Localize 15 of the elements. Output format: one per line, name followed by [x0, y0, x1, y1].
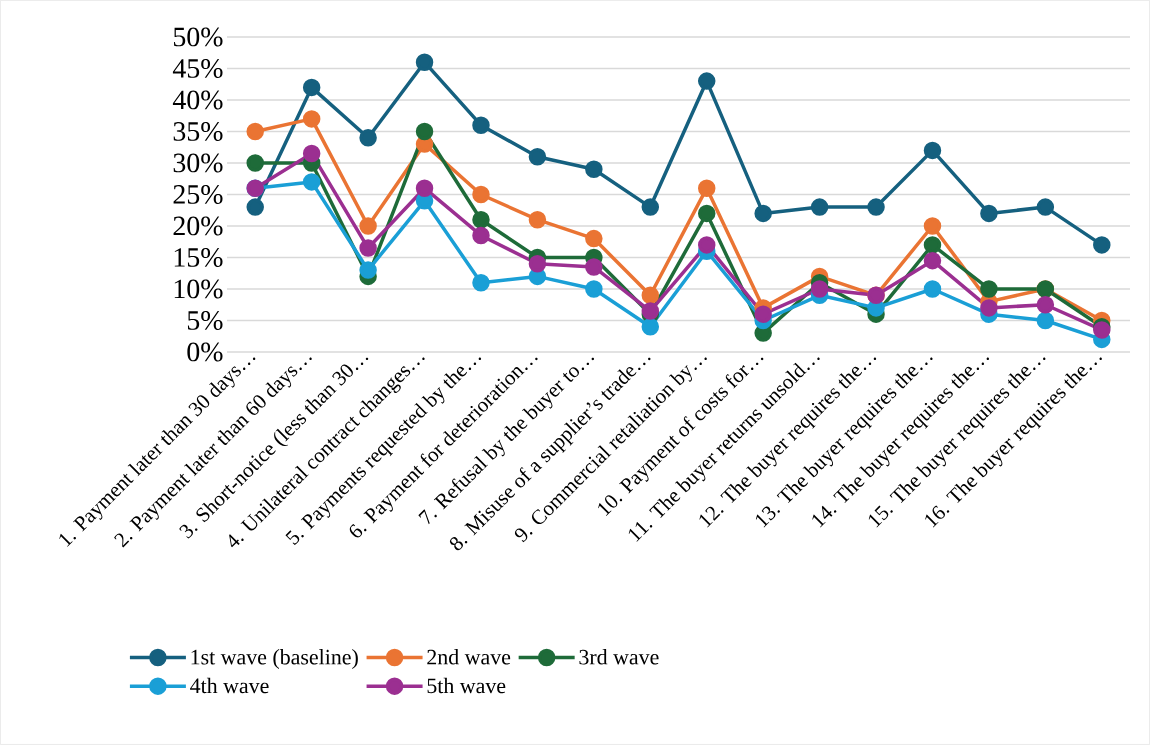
y-tick-label: 40%	[172, 90, 223, 110]
legend-label: 3rd wave	[579, 649, 659, 665]
legend-label: 4th wave	[190, 677, 269, 694]
legend-label: 2nd wave	[427, 649, 511, 665]
y-tick-label: 15%	[174, 248, 223, 267]
y-tick-label: 25%	[173, 185, 223, 204]
y-tick-label: 50%	[173, 27, 223, 47]
y-tick-label: 35%	[173, 122, 223, 141]
y-tick-label: 45%	[172, 59, 223, 78]
y-tick-label: 10%	[174, 279, 223, 299]
legend-label: 5th wave	[427, 677, 506, 694]
legend-label: 1st wave (baseline)	[191, 649, 358, 669]
y-tick-label: 5%	[187, 311, 223, 330]
y-tick-label: 30%	[173, 153, 223, 173]
y-tick-label: 20%	[173, 216, 223, 236]
